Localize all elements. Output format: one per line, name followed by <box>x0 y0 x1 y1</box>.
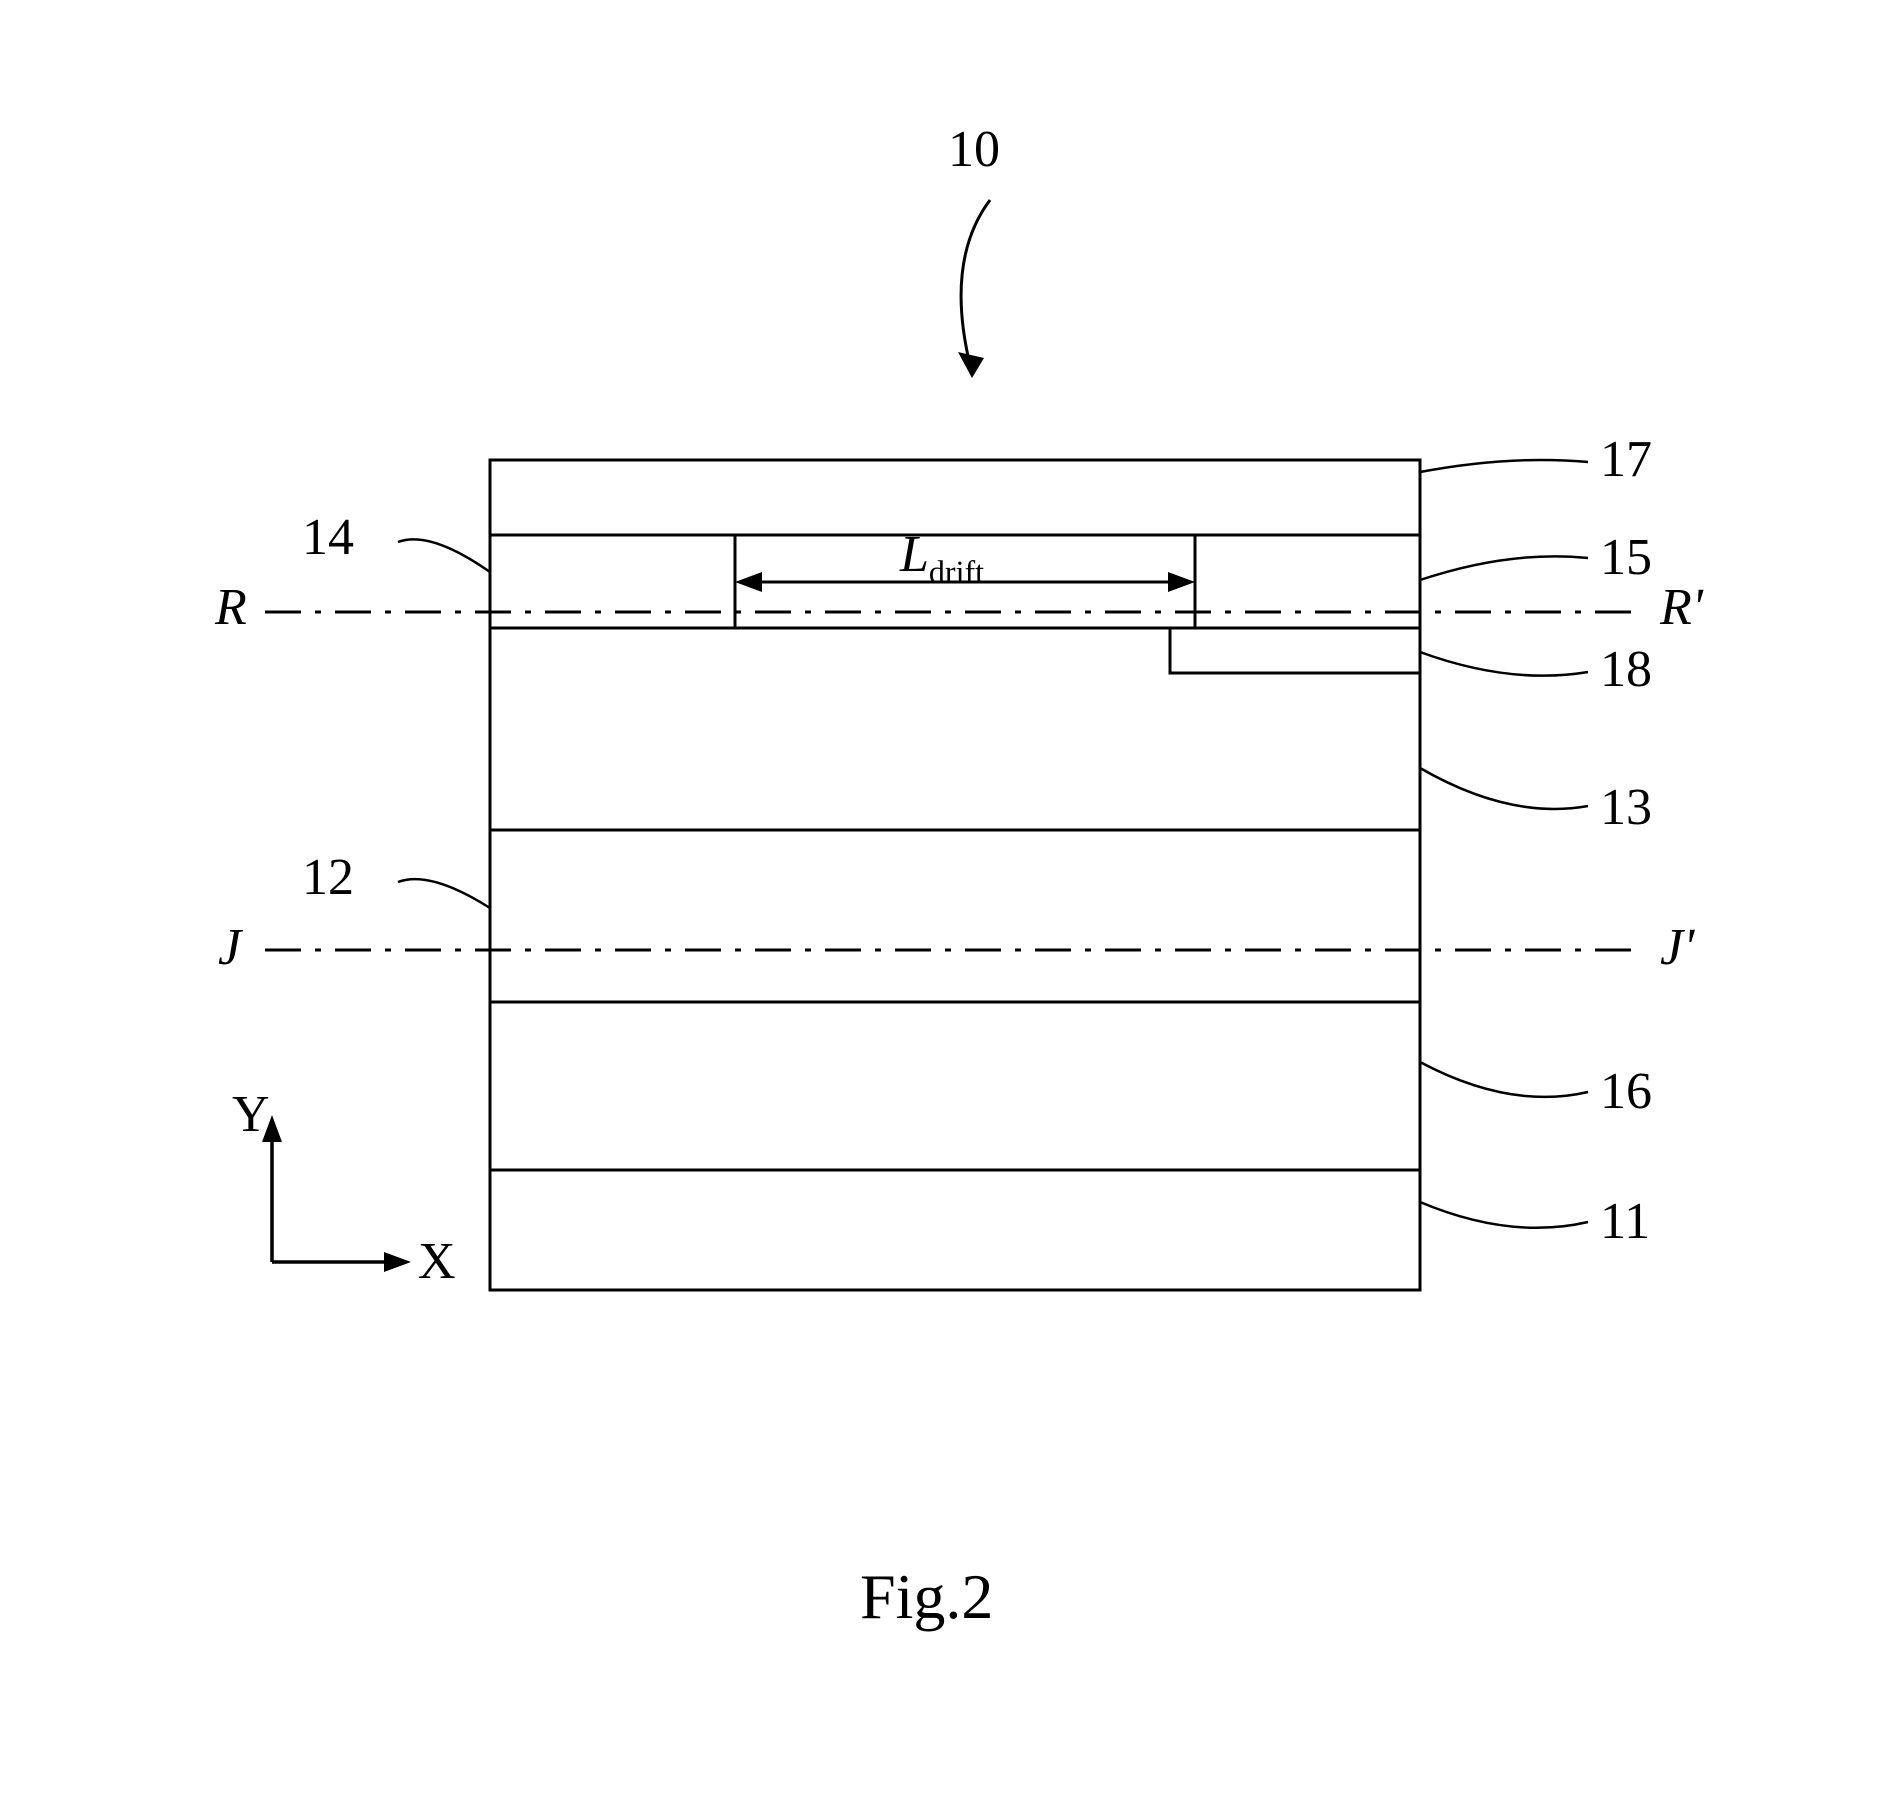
section-J-right: J' <box>1660 918 1694 977</box>
leader-12 <box>398 879 490 908</box>
layer-16 <box>490 1002 1420 1170</box>
ref-13-label: 13 <box>1600 778 1652 837</box>
layer-11 <box>490 1170 1420 1290</box>
section-J-left: J <box>218 918 241 977</box>
ldrift-arrow-left <box>735 572 762 592</box>
leader-18 <box>1420 652 1588 676</box>
x-axis-label: X <box>418 1232 456 1291</box>
leaders-left <box>398 539 490 908</box>
section-R-left: R <box>215 578 247 637</box>
ref-10-label: 10 <box>948 120 1000 179</box>
region-15 <box>1195 535 1420 628</box>
ref-16-label: 16 <box>1600 1062 1652 1121</box>
section-R-right: R' <box>1660 578 1703 637</box>
y-axis-label: Y <box>232 1085 270 1144</box>
leader-16 <box>1420 1062 1588 1097</box>
leader-11 <box>1420 1202 1588 1228</box>
leader-17 <box>1420 460 1588 472</box>
x-axis-arrowhead <box>384 1252 411 1272</box>
ref-18-label: 18 <box>1600 640 1652 699</box>
layer-17 <box>490 460 1420 535</box>
ldrift-sub: drift <box>929 553 984 589</box>
ref-17-label: 17 <box>1600 430 1652 489</box>
leader-15 <box>1420 556 1588 580</box>
leaders-right <box>1420 460 1588 1228</box>
ldrift-L: L <box>900 526 929 583</box>
ref-14-label: 14 <box>302 508 354 567</box>
region-18 <box>1170 628 1420 673</box>
diagram-svg <box>0 0 1885 1817</box>
ref-12-label: 12 <box>302 848 354 907</box>
leader-13 <box>1420 768 1588 809</box>
ref-15-label: 15 <box>1600 528 1652 587</box>
ref-11-label: 11 <box>1600 1192 1650 1251</box>
ref-10-arrowhead <box>958 352 984 378</box>
region-14 <box>490 535 735 628</box>
figure-caption: Fig.2 <box>860 1560 993 1634</box>
ref-10-pointer <box>958 200 990 378</box>
ldrift-label: Ldrift <box>900 525 984 590</box>
axes <box>262 1115 411 1272</box>
diagram-container: 10 Ldrift R R' J J' 17 15 18 13 16 11 14… <box>0 0 1885 1817</box>
ldrift-arrow-right <box>1168 572 1195 592</box>
leader-14 <box>398 539 490 572</box>
layer-12 <box>490 830 1420 1002</box>
